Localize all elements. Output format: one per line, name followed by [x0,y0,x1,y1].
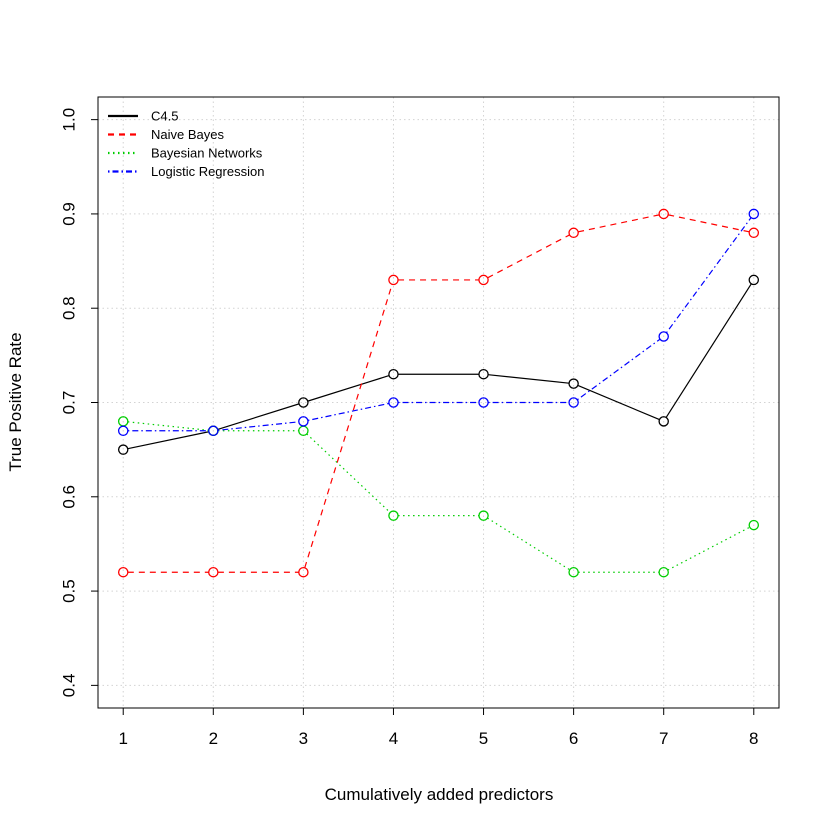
y-tick-label: 0.8 [60,296,79,320]
series-line-segment [665,217,752,334]
y-axis-label: True Positive Rate [6,332,25,471]
data-point [208,425,219,437]
series-group [117,416,760,578]
series-line-segment [217,421,299,431]
y-tick-label: 1.0 [60,108,79,132]
data-point [117,444,129,455]
series-line-segment [307,375,390,402]
data-point [568,378,579,389]
series-line-segment [217,403,300,430]
legend-label: Bayesian Networks [151,146,263,161]
data-point [568,397,579,408]
data-point [478,368,489,380]
data-point [658,208,669,220]
series-line-segment [667,526,750,571]
y-tick-label: 0.4 [60,674,79,698]
data-point [658,331,669,342]
legend: C4.5 Naive Bayes Bayesian Networks Logistic… [108,109,264,179]
plot-area-border [97,96,780,709]
x-tick-label: 3 [299,729,308,748]
y-tick-label: 0.6 [60,485,79,509]
legend-label: C4.5 [151,109,178,124]
series-lines [117,208,760,578]
data-point [658,416,669,427]
series-line-segment [577,384,660,421]
legend-label: Naive Bayes [151,127,224,142]
grid-lines [98,97,779,708]
series-line-segment [306,433,391,513]
data-point [298,566,309,578]
data-point [478,510,489,521]
series-line-segment [577,214,660,233]
series-line-segment [487,234,570,279]
data-point [748,519,760,531]
x-tick-label: 2 [209,729,218,748]
data-point [478,274,489,286]
series-line-segment [127,431,209,450]
series-group [117,274,760,455]
data-point [388,274,399,286]
data-point [298,416,309,427]
data-point [568,566,579,578]
data-point [208,566,219,578]
x-tick-label: 7 [659,729,668,748]
data-point [388,368,399,380]
data-point [568,227,579,239]
x-axis-label: Cumulatively added predictors [325,785,554,804]
y-tick-label: 0.5 [60,579,79,603]
data-point [658,566,669,578]
data-point [117,566,129,578]
data-point [478,397,489,408]
series-group [117,208,760,437]
x-tick-label: 1 [118,729,127,748]
data-point [388,397,399,408]
series-line-segment [304,284,393,569]
data-point [748,274,760,286]
x-tick-label: 6 [569,729,578,748]
x-axis: 1 2 3 4 5 6 7 8 [118,707,759,748]
y-tick-label: 0.9 [60,202,79,226]
x-tick-label: 4 [389,729,398,748]
series-line-segment [487,517,571,571]
series-line-segment [665,283,752,418]
y-tick-label: 0.7 [60,391,79,415]
x-tick-label: 8 [749,729,758,748]
data-point [388,510,399,521]
series-line-segment [668,214,750,233]
series-line-segment [127,421,209,431]
data-point [748,227,760,239]
data-point [298,397,309,408]
series-group [117,208,760,578]
data-point [748,208,760,220]
series-line-segment [307,402,390,422]
legend-label: Logistic Regression [151,164,264,179]
x-tick-label: 5 [479,729,488,748]
series-line-segment [488,374,570,384]
data-point [117,425,129,437]
y-axis: 0.4 0.5 0.6 0.7 0.8 0.9 1.0 [60,108,99,697]
